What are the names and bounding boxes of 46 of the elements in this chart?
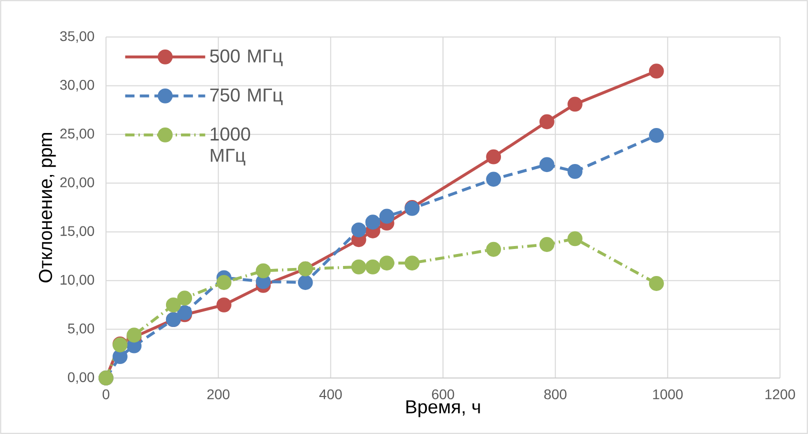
point	[379, 256, 394, 270]
point	[648, 64, 664, 79]
point	[539, 114, 554, 130]
y-tick-label: 0,00	[68, 372, 94, 384]
point	[365, 214, 380, 230]
point	[351, 222, 366, 238]
y-axis-title: Отклонение, ppm	[38, 133, 56, 282]
point	[568, 96, 582, 112]
legend-label: 500 МГц	[210, 49, 283, 66]
y-tick-label: 15,00	[60, 226, 94, 238]
point	[351, 259, 366, 274]
point	[486, 149, 502, 164]
point	[568, 164, 582, 179]
point	[365, 259, 380, 274]
x-tick-label: 800	[544, 389, 566, 400]
y-tick-label: 25,00	[60, 128, 94, 140]
point	[568, 231, 582, 246]
point	[379, 208, 394, 224]
y-tick-label: 35,00	[60, 31, 94, 43]
point	[539, 237, 554, 252]
point	[648, 276, 664, 291]
x-tick-label: 400	[319, 389, 342, 400]
legend-label: 1000 МГц	[210, 127, 250, 166]
x-tick-label: 600	[432, 389, 454, 400]
x-axis-title: Время, ч	[406, 400, 480, 418]
y-tick-label: 20,00	[60, 177, 94, 189]
y-tick-label: 10,00	[60, 274, 94, 286]
point	[404, 256, 420, 270]
x-tick-label: 200	[207, 389, 230, 400]
point	[216, 275, 232, 290]
y-tick-label: 5,00	[68, 324, 94, 336]
point	[486, 172, 502, 187]
y-tick-label: 30,00	[60, 80, 94, 92]
x-tick-label: 0	[102, 389, 110, 400]
point	[298, 275, 313, 290]
x-tick-label: 1000	[653, 389, 683, 400]
point	[539, 157, 554, 172]
x-tick-label: 1200	[765, 389, 796, 400]
legend-label: 750 МГц	[210, 88, 283, 106]
point	[486, 242, 502, 257]
point	[166, 297, 181, 312]
point	[216, 297, 232, 312]
point	[256, 263, 271, 278]
point	[648, 128, 664, 143]
point	[112, 349, 128, 364]
point	[177, 290, 192, 306]
